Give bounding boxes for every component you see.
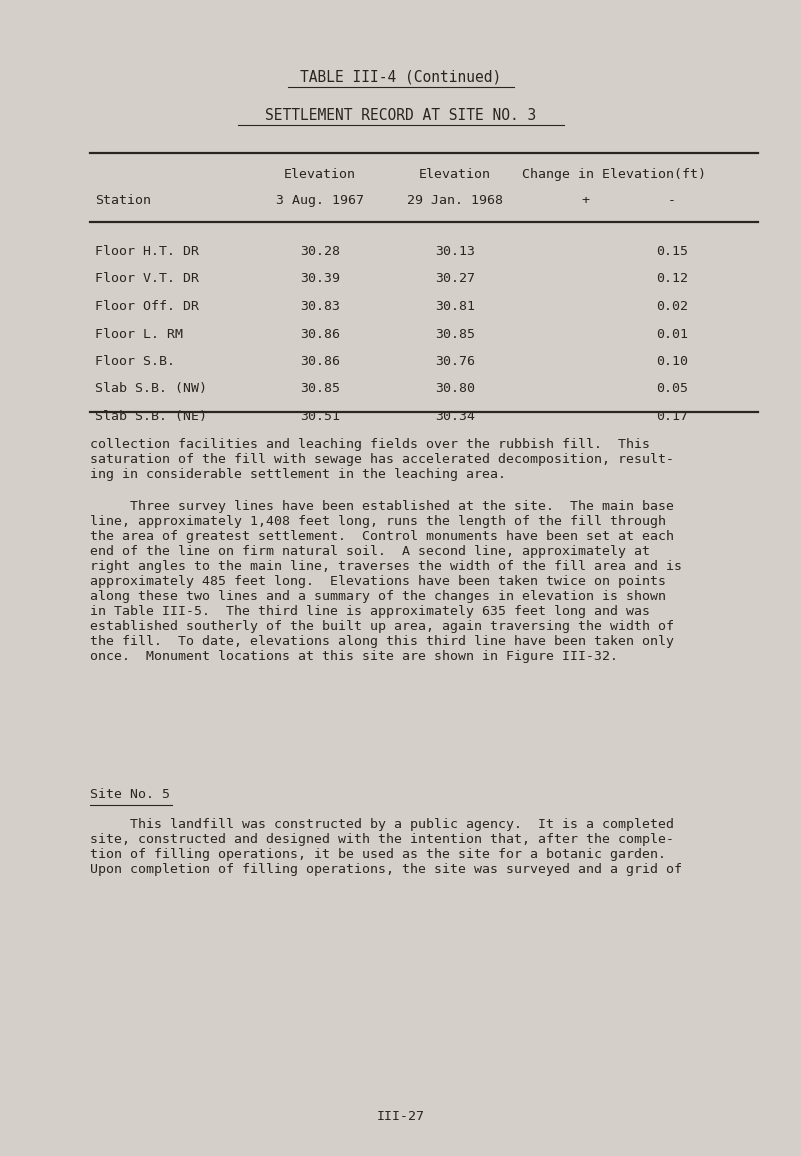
Text: 30.34: 30.34 [435,410,475,423]
Text: 30.85: 30.85 [300,383,340,395]
Text: 0.01: 0.01 [656,327,688,341]
Text: 30.27: 30.27 [435,273,475,286]
Text: 30.83: 30.83 [300,301,340,313]
Text: 30.76: 30.76 [435,355,475,368]
Text: 3 Aug. 1967: 3 Aug. 1967 [276,194,364,207]
Text: 30.13: 30.13 [435,245,475,258]
Text: Slab S.B. (NW): Slab S.B. (NW) [95,383,207,395]
Text: 29 Jan. 1968: 29 Jan. 1968 [407,194,503,207]
Text: 0.12: 0.12 [656,273,688,286]
Text: 0.05: 0.05 [656,383,688,395]
Text: Change in Elevation(ft): Change in Elevation(ft) [522,168,706,181]
Text: III-27: III-27 [376,1110,425,1122]
Text: Elevation: Elevation [419,168,491,181]
Text: collection facilities and leaching fields over the rubbish fill.  This
saturatio: collection facilities and leaching field… [90,438,674,481]
Text: 0.02: 0.02 [656,301,688,313]
Text: TABLE III-4 (Continued): TABLE III-4 (Continued) [300,71,501,86]
Text: SETTLEMENT RECORD AT SITE NO. 3: SETTLEMENT RECORD AT SITE NO. 3 [265,108,536,123]
Text: 0.17: 0.17 [656,410,688,423]
Text: 30.51: 30.51 [300,410,340,423]
Text: 30.39: 30.39 [300,273,340,286]
Text: Elevation: Elevation [284,168,356,181]
Text: 30.86: 30.86 [300,355,340,368]
Text: Floor H.T. DR: Floor H.T. DR [95,245,199,258]
Text: 30.85: 30.85 [435,327,475,341]
Text: 0.10: 0.10 [656,355,688,368]
Text: 30.28: 30.28 [300,245,340,258]
Text: +: + [581,194,589,207]
Text: Floor L. RM: Floor L. RM [95,327,183,341]
Text: 0.15: 0.15 [656,245,688,258]
Text: This landfill was constructed by a public agency.  It is a completed
site, const: This landfill was constructed by a publi… [90,818,682,876]
Text: Station: Station [95,194,151,207]
Text: Floor Off. DR: Floor Off. DR [95,301,199,313]
Text: -: - [668,194,676,207]
Text: Floor V.T. DR: Floor V.T. DR [95,273,199,286]
Text: 30.80: 30.80 [435,383,475,395]
Text: Site No. 5: Site No. 5 [90,788,170,801]
Text: Slab S.B. (NE): Slab S.B. (NE) [95,410,207,423]
Text: Three survey lines have been established at the site.  The main base
line, appro: Three survey lines have been established… [90,501,682,664]
Text: 30.81: 30.81 [435,301,475,313]
Text: Floor S.B.: Floor S.B. [95,355,175,368]
Text: 30.86: 30.86 [300,327,340,341]
